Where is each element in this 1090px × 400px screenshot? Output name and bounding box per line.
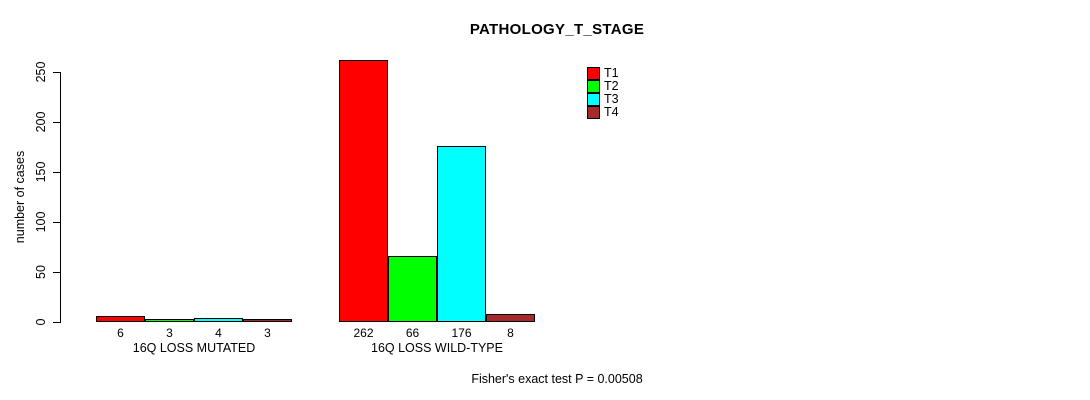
bar-value-label: 4: [215, 326, 222, 340]
legend-label: T2: [604, 79, 619, 93]
bar-t1-16q-loss-wild-type: [339, 60, 388, 322]
bar-value-label: 3: [264, 326, 271, 340]
y-axis-tick: [53, 72, 60, 73]
bar-t2-16q-loss-mutated: [145, 319, 194, 322]
chart-title: PATHOLOGY_T_STAGE: [469, 21, 645, 38]
bar-t1-16q-loss-mutated: [96, 316, 145, 322]
legend-label: T3: [604, 92, 619, 106]
y-axis-tick-label: 50: [34, 265, 48, 279]
category-label-16q-loss-wild-type: 16Q LOSS WILD-TYPE: [371, 341, 503, 355]
y-axis-tick-label: 250: [34, 61, 48, 83]
bar-value-label: 3: [166, 326, 173, 340]
y-axis-tick: [53, 172, 60, 173]
bar-t3-16q-loss-wild-type: [437, 146, 486, 322]
bar-t3-16q-loss-mutated: [194, 318, 243, 322]
bar-t4-16q-loss-mutated: [243, 319, 292, 322]
legend-item-t4: T4: [587, 106, 619, 119]
bar-value-label: 176: [451, 326, 472, 340]
legend-label: T1: [604, 66, 619, 80]
y-axis-tick: [53, 322, 60, 323]
bar-value-label: 8: [507, 326, 514, 340]
legend-item-t3: T3: [587, 93, 619, 106]
legend: T1 T2 T3 T4: [587, 67, 619, 119]
legend-item-t1: T1: [587, 67, 619, 80]
y-axis-tick: [53, 272, 60, 273]
bar-value-label: 66: [405, 326, 420, 340]
y-axis-tick: [53, 122, 60, 123]
legend-swatch-t1: [587, 67, 600, 80]
bar-value-label: 6: [117, 326, 124, 340]
bar-t4-16q-loss-wild-type: [486, 314, 535, 322]
stat-annotation: Fisher's exact test P = 0.00508: [471, 372, 643, 386]
y-axis-tick-label: 100: [34, 211, 48, 233]
category-label-16q-loss-mutated: 16Q LOSS MUTATED: [132, 341, 256, 355]
y-axis-tick-label: 150: [34, 161, 48, 183]
y-axis-label: number of cases: [13, 150, 27, 244]
legend-label: T4: [604, 105, 619, 119]
legend-swatch-t4: [587, 106, 600, 119]
bar-t2-16q-loss-wild-type: [388, 256, 437, 322]
bar-value-label: 262: [353, 326, 374, 340]
legend-swatch-t3: [587, 93, 600, 106]
y-axis-line: [60, 72, 61, 323]
legend-item-t2: T2: [587, 80, 619, 93]
y-axis-tick: [53, 222, 60, 223]
y-axis-tick-label: 0: [34, 318, 48, 326]
y-axis-tick-label: 200: [34, 111, 48, 133]
legend-swatch-t2: [587, 80, 600, 93]
